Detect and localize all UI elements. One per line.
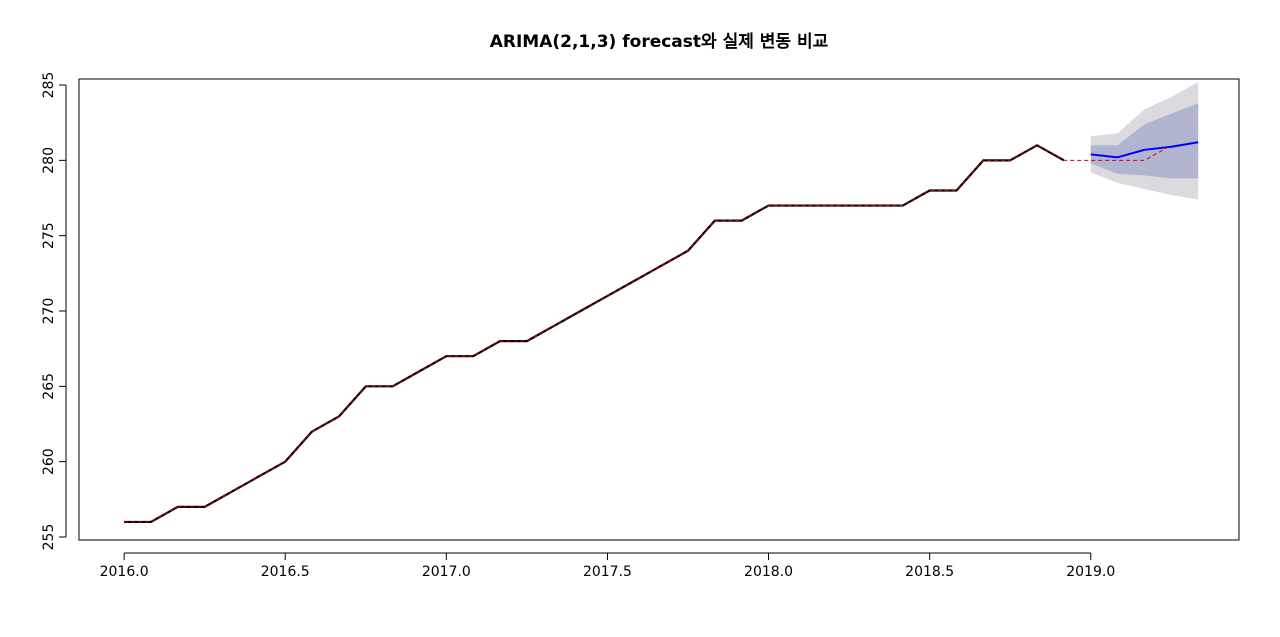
forecast-line <box>1090 141 1199 159</box>
y-tick-label: 255 <box>41 524 57 551</box>
y-tick-label: 280 <box>41 147 57 174</box>
x-axis: 2016.0 2016.5 2017.0 2017.5 2018.0 2018.5 2019… <box>100 552 1115 580</box>
x-tick-label: 2016.0 <box>100 564 149 580</box>
y-tick-label: 285 <box>41 72 57 99</box>
x-tick-label: 2017.0 <box>422 564 471 580</box>
series-lines <box>124 141 1199 524</box>
y-axis: 255 260 265 270 275 280 285 <box>41 72 67 551</box>
plot-frame <box>78 78 1240 541</box>
actual-line <box>124 144 1172 523</box>
chart-title: ARIMA(2,1,3) forecast와 실제 변동 비교 <box>490 32 829 52</box>
x-tick-label: 2018.5 <box>905 564 954 580</box>
x-tick-label: 2016.5 <box>261 564 310 580</box>
x-tick-label: 2018.0 <box>744 564 793 580</box>
band-80 <box>1090 103 1199 179</box>
y-tick-label: 260 <box>41 448 57 475</box>
forecast-intervals <box>1090 82 1199 200</box>
y-tick-label: 270 <box>41 298 57 325</box>
x-tick-label: 2017.5 <box>583 564 632 580</box>
y-tick-label: 265 <box>41 373 57 400</box>
y-tick-label: 275 <box>41 222 57 249</box>
observed-line <box>124 144 1065 524</box>
x-tick-label: 2019.0 <box>1066 564 1115 580</box>
